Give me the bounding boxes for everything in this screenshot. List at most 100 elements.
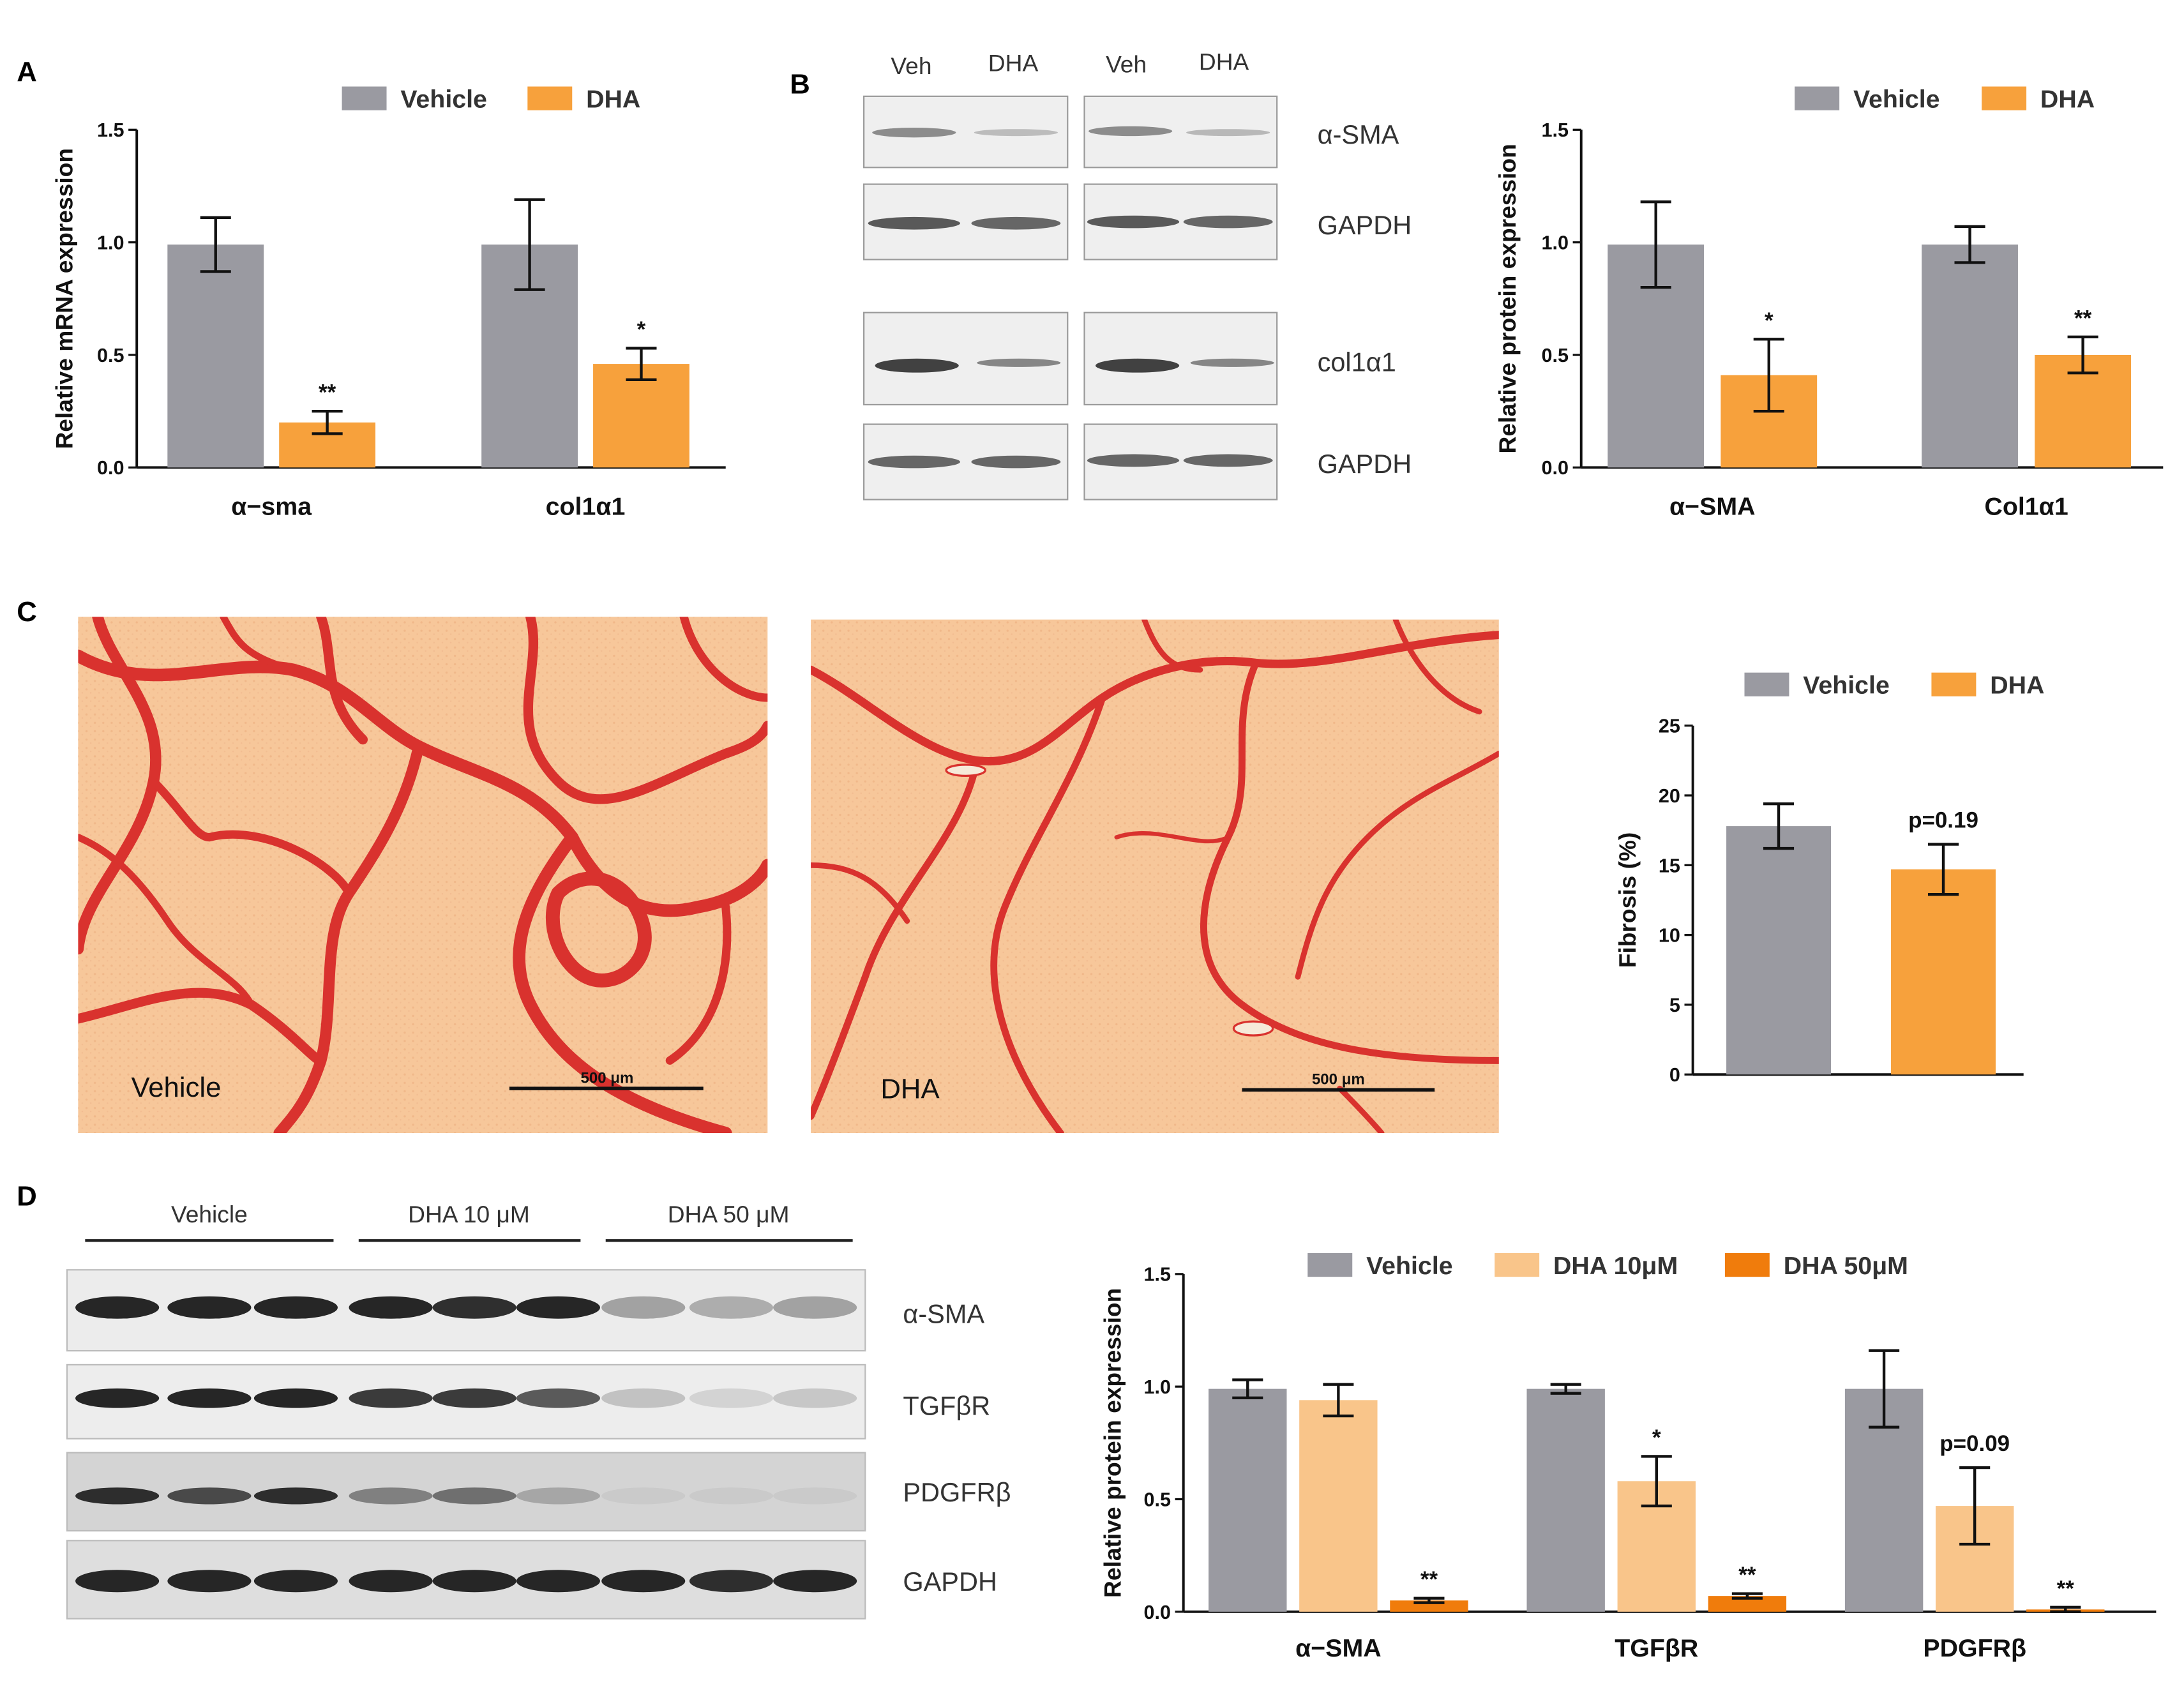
blot-b-lane-3: Veh <box>1106 51 1147 78</box>
legend-label-d: DHA 50μM <box>1784 1252 1908 1280</box>
blot-band <box>1183 215 1273 229</box>
blot-band <box>689 1388 774 1408</box>
legend-label-b: DHA <box>2040 85 2095 113</box>
blot-band <box>432 1296 516 1319</box>
y-tick-label-c: 20 <box>1659 785 1680 807</box>
blot-b-label-4: GAPDH <box>1318 449 1412 479</box>
blot-band <box>253 1296 338 1319</box>
legend-swatch-d <box>1495 1253 1540 1277</box>
bar-c <box>1891 869 1996 1075</box>
legend-label-a: Vehicle <box>400 85 487 113</box>
blot-band <box>167 1570 252 1593</box>
blot-band <box>689 1570 774 1593</box>
blot-band <box>432 1487 516 1505</box>
blot-band <box>167 1388 252 1408</box>
category-label-d: TGFβR <box>1615 1634 1698 1662</box>
blot-d-group-3: DHA 50 μM <box>668 1201 790 1228</box>
category-label-b: α−SMA <box>1669 493 1756 521</box>
blot-band <box>432 1388 516 1408</box>
blot-band <box>516 1570 600 1593</box>
panel-letter-b: B <box>790 68 810 100</box>
chart-b: 0.0 0.5 1.0 1.5 Relative protein expression V… <box>1494 85 2164 521</box>
blot-band <box>971 455 1061 469</box>
bar-d <box>1390 1600 1468 1612</box>
collagen-septa-vehicle <box>78 617 768 1134</box>
legend-label-b: Vehicle <box>1853 85 1940 113</box>
y-tick-label-b: 0.0 <box>1542 457 1569 479</box>
panel-letter-d: D <box>17 1181 37 1212</box>
legend-swatch-a <box>527 86 573 110</box>
blot-band <box>1096 358 1180 373</box>
chart-a: 0.0 0.5 1.0 1.5 Relative mRNA expression Vehi… <box>51 85 726 521</box>
y-tick-label-d: 1.5 <box>1144 1264 1171 1286</box>
panel-letter-c: C <box>17 596 37 628</box>
chart-d: 0.0 0.5 1.0 1.5 Relative protein expression V… <box>1099 1252 2157 1662</box>
blot-band <box>349 1296 433 1319</box>
legend-label-c: Vehicle <box>1803 671 1890 699</box>
blot-band <box>1183 454 1273 467</box>
y-tick-label-b: 1.5 <box>1542 119 1569 141</box>
blot-b-strip <box>863 312 1069 406</box>
significance-label-b: ** <box>2074 306 2092 331</box>
blot-band <box>349 1388 433 1408</box>
legend-swatch-b <box>1795 86 1840 110</box>
y-tick-label-a: 1.5 <box>97 119 124 141</box>
blot-band <box>974 129 1058 137</box>
bar-c <box>1726 826 1832 1075</box>
blot-band <box>1087 215 1180 229</box>
bar-d <box>1526 1388 1605 1612</box>
blot-d-label-2: TGFβR <box>903 1391 990 1421</box>
western-blot-b: Veh DHA Veh DHA α-SMA GAPDH <box>863 48 1412 500</box>
blot-band <box>349 1570 433 1593</box>
scale-bar-label: 500 μm <box>1312 1071 1365 1088</box>
legend-label-d: Vehicle <box>1366 1252 1453 1280</box>
significance-label-b: * <box>1765 308 1774 333</box>
blot-d-group-1: Vehicle <box>171 1201 248 1228</box>
blot-band <box>872 128 956 138</box>
vessel-lumen <box>1232 1020 1274 1037</box>
legend-label-c: DHA <box>1990 671 2044 699</box>
legend-swatch-a <box>342 86 387 110</box>
blot-b-lane-4: DHA <box>1199 48 1249 75</box>
micrograph-texture <box>811 619 1499 1134</box>
blot-band <box>432 1570 516 1593</box>
category-label-d: α−SMA <box>1295 1634 1382 1662</box>
blot-d-group-2: DHA 10 μM <box>408 1201 530 1228</box>
micrograph-vehicle-label: Vehicle <box>131 1072 221 1103</box>
y-tick-label-a: 1.0 <box>97 232 124 254</box>
significance-label-d: ** <box>1420 1567 1438 1592</box>
significance-label-c: p=0.19 <box>1908 808 1978 832</box>
blot-band <box>977 358 1061 367</box>
blot-band <box>516 1487 600 1505</box>
blot-band <box>75 1388 160 1408</box>
blot-band <box>516 1296 600 1319</box>
bar-a <box>593 364 689 468</box>
blot-band <box>601 1570 686 1593</box>
blot-band <box>868 216 960 230</box>
blot-b-label-3: col1α1 <box>1318 347 1396 377</box>
blot-band <box>1088 126 1173 137</box>
significance-label-a: ** <box>319 380 336 405</box>
blot-band <box>875 358 959 373</box>
blot-band <box>1190 358 1274 367</box>
y-axis-label-d: Relative protein expression <box>1099 1288 1126 1598</box>
bar-d <box>1209 1388 1287 1612</box>
y-tick-label-c: 25 <box>1659 716 1680 737</box>
blot-band <box>601 1296 686 1319</box>
blot-band <box>75 1570 160 1593</box>
blot-band <box>253 1570 338 1593</box>
y-tick-label-d: 0.5 <box>1144 1489 1171 1510</box>
y-axis-label-b: Relative protein expression <box>1494 144 1521 453</box>
blot-band <box>516 1388 600 1408</box>
blot-band <box>1087 454 1180 467</box>
blot-band <box>773 1487 857 1505</box>
legend-swatch-b <box>1982 86 2027 110</box>
legend-label-d: DHA 10μM <box>1553 1252 1678 1280</box>
y-tick-label-a: 0.5 <box>97 345 124 366</box>
legend-swatch-d <box>1724 1253 1770 1277</box>
category-label-a: α−sma <box>231 493 312 521</box>
blot-band <box>773 1570 857 1593</box>
significance-label-d: * <box>1652 1425 1661 1450</box>
blot-band <box>349 1487 433 1505</box>
